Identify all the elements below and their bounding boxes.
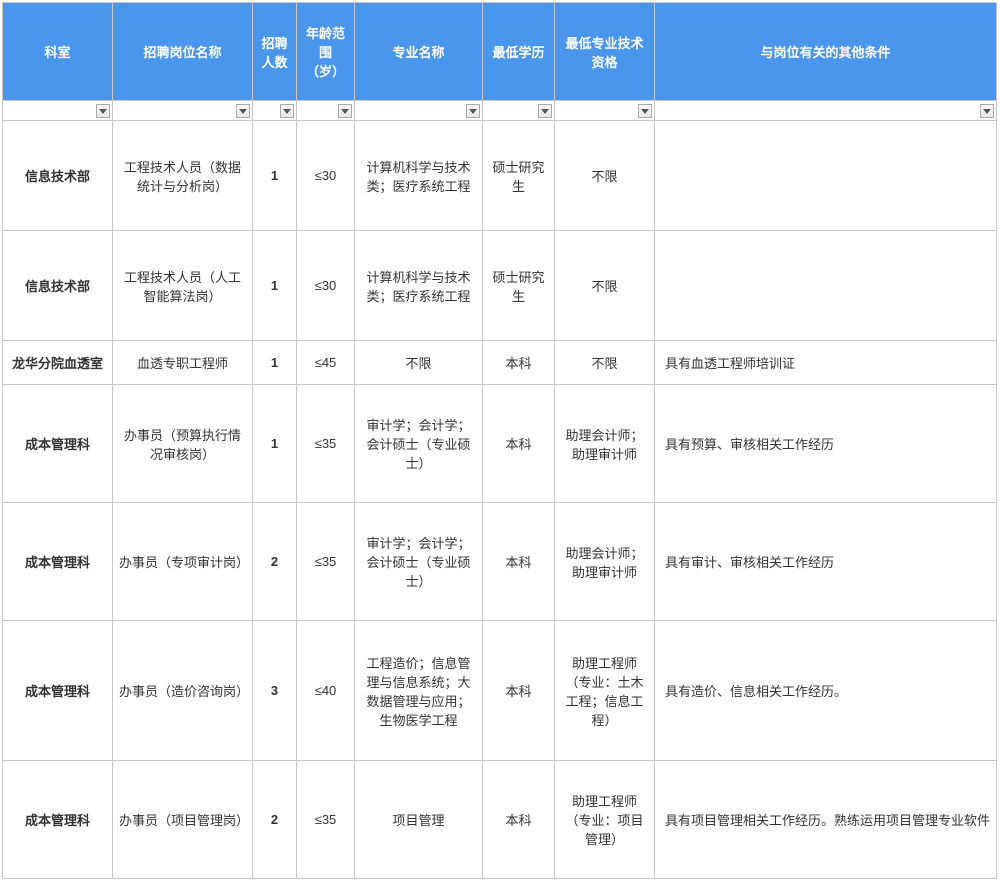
cell-edu: 本科 [483, 341, 555, 385]
cell-age: ≤35 [297, 503, 355, 621]
cell-edu: 硕士研究生 [483, 121, 555, 231]
cell-qual: 不限 [555, 121, 655, 231]
cell-major: 项目管理 [355, 761, 483, 879]
cell-qual: 助理会计师；助理审计师 [555, 385, 655, 503]
cell-count: 1 [253, 341, 297, 385]
filter-icon[interactable] [96, 104, 110, 118]
cell-major: 工程造价；信息管理与信息系统；大数据管理与应用；生物医学工程 [355, 621, 483, 761]
cell-count: 2 [253, 503, 297, 621]
table-header-row: 科室 招聘岗位名称 招聘人数 年龄范围（岁） 专业名称 最低学历 最低专业技术资… [3, 3, 997, 101]
cell-other: 具有造价、信息相关工作经历。 [655, 621, 997, 761]
cell-count: 2 [253, 761, 297, 879]
cell-dept: 信息技术部 [3, 121, 113, 231]
cell-edu: 本科 [483, 621, 555, 761]
cell-qual: 助理工程师（专业：项目管理） [555, 761, 655, 879]
cell-qual: 不限 [555, 341, 655, 385]
cell-age: ≤40 [297, 621, 355, 761]
cell-qual: 助理工程师（专业：土木工程；信息工程） [555, 621, 655, 761]
recruitment-table: 科室 招聘岗位名称 招聘人数 年龄范围（岁） 专业名称 最低学历 最低专业技术资… [2, 2, 997, 879]
cell-major: 不限 [355, 341, 483, 385]
header-qual: 最低专业技术资格 [555, 3, 655, 101]
filter-icon[interactable] [338, 104, 352, 118]
table-row: 信息技术部工程技术人员（数据统计与分析岗）1≤30计算机科学与技术类；医疗系统工… [3, 121, 997, 231]
cell-age: ≤30 [297, 231, 355, 341]
cell-edu: 硕士研究生 [483, 231, 555, 341]
header-dept: 科室 [3, 3, 113, 101]
header-other: 与岗位有关的其他条件 [655, 3, 997, 101]
cell-other [655, 231, 997, 341]
filter-icon[interactable] [236, 104, 250, 118]
cell-dept: 成本管理科 [3, 503, 113, 621]
table-row: 成本管理科办事员（造价咨询岗）3≤40工程造价；信息管理与信息系统；大数据管理与… [3, 621, 997, 761]
cell-count: 1 [253, 231, 297, 341]
table-row: 龙华分院血透室血透专职工程师1≤45不限本科不限具有血透工程师培训证 [3, 341, 997, 385]
cell-edu: 本科 [483, 385, 555, 503]
cell-edu: 本科 [483, 761, 555, 879]
cell-pos: 血透专职工程师 [113, 341, 253, 385]
filter-icon[interactable] [638, 104, 652, 118]
cell-pos: 办事员（项目管理岗） [113, 761, 253, 879]
cell-major: 计算机科学与技术类；医疗系统工程 [355, 231, 483, 341]
cell-age: ≤30 [297, 121, 355, 231]
table-row: 成本管理科办事员（项目管理岗）2≤35项目管理本科助理工程师（专业：项目管理）具… [3, 761, 997, 879]
cell-age: ≤35 [297, 385, 355, 503]
cell-other: 具有预算、审核相关工作经历 [655, 385, 997, 503]
cell-qual: 助理会计师；助理审计师 [555, 503, 655, 621]
cell-pos: 工程技术人员（数据统计与分析岗） [113, 121, 253, 231]
cell-count: 1 [253, 385, 297, 503]
cell-dept: 龙华分院血透室 [3, 341, 113, 385]
cell-dept: 信息技术部 [3, 231, 113, 341]
filter-icon[interactable] [280, 104, 294, 118]
cell-age: ≤35 [297, 761, 355, 879]
header-age: 年龄范围（岁） [297, 3, 355, 101]
cell-pos: 工程技术人员（人工智能算法岗） [113, 231, 253, 341]
table-row: 成本管理科办事员（专项审计岗）2≤35审计学；会计学； 会计硕士（专业硕士）本科… [3, 503, 997, 621]
filter-row [3, 101, 997, 121]
cell-major: 审计学；会计学； 会计硕士（专业硕士） [355, 385, 483, 503]
cell-pos: 办事员（造价咨询岗） [113, 621, 253, 761]
cell-qual: 不限 [555, 231, 655, 341]
cell-count: 1 [253, 121, 297, 231]
header-major: 专业名称 [355, 3, 483, 101]
table-body: 信息技术部工程技术人员（数据统计与分析岗）1≤30计算机科学与技术类；医疗系统工… [3, 121, 997, 879]
filter-icon[interactable] [538, 104, 552, 118]
header-edu: 最低学历 [483, 3, 555, 101]
cell-other: 具有审计、审核相关工作经历 [655, 503, 997, 621]
table-row: 信息技术部工程技术人员（人工智能算法岗）1≤30计算机科学与技术类；医疗系统工程… [3, 231, 997, 341]
header-pos: 招聘岗位名称 [113, 3, 253, 101]
cell-major: 审计学；会计学； 会计硕士（专业硕士） [355, 503, 483, 621]
header-count: 招聘人数 [253, 3, 297, 101]
filter-icon[interactable] [980, 104, 994, 118]
cell-age: ≤45 [297, 341, 355, 385]
cell-edu: 本科 [483, 503, 555, 621]
cell-pos: 办事员（专项审计岗） [113, 503, 253, 621]
cell-dept: 成本管理科 [3, 385, 113, 503]
cell-pos: 办事员（预算执行情况审核岗） [113, 385, 253, 503]
cell-major: 计算机科学与技术类；医疗系统工程 [355, 121, 483, 231]
cell-other [655, 121, 997, 231]
cell-count: 3 [253, 621, 297, 761]
filter-icon[interactable] [466, 104, 480, 118]
table-row: 成本管理科办事员（预算执行情况审核岗）1≤35审计学；会计学； 会计硕士（专业硕… [3, 385, 997, 503]
cell-other: 具有项目管理相关工作经历。熟练运用项目管理专业软件 [655, 761, 997, 879]
cell-other: 具有血透工程师培训证 [655, 341, 997, 385]
cell-dept: 成本管理科 [3, 761, 113, 879]
cell-dept: 成本管理科 [3, 621, 113, 761]
